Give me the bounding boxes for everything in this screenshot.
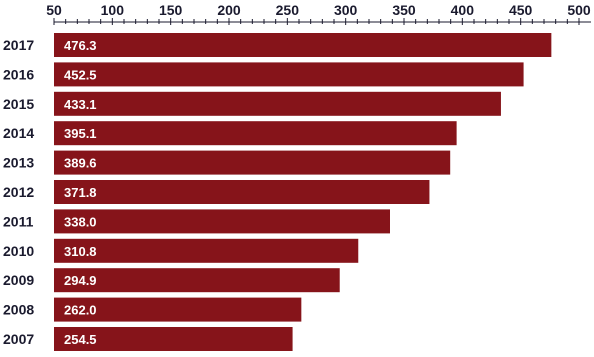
- bar-row: 2010 310.8: [3, 238, 359, 263]
- bar-row: 2007 254.5: [3, 327, 293, 351]
- category-label: 2013: [3, 155, 34, 171]
- bar-row: 2017 476.3: [3, 33, 552, 57]
- category-label: 2007: [3, 331, 34, 347]
- bar-value-label: 310.8: [64, 244, 97, 259]
- x-tick-label: 150: [159, 2, 183, 18]
- x-tick-label: 500: [567, 2, 591, 18]
- bar: [54, 121, 457, 146]
- x-tick-label: 450: [509, 2, 533, 18]
- category-label: 2017: [3, 37, 34, 53]
- x-tick-label: 50: [46, 2, 62, 18]
- bar: [54, 268, 340, 293]
- bar-value-label: 254.5: [64, 332, 97, 347]
- bar: [54, 209, 390, 234]
- bar-row: 2009 294.9: [3, 268, 340, 293]
- x-axis: 50 100 150 200 250 300 350 400 450 500: [46, 2, 591, 25]
- bar-value-label: 389.6: [64, 156, 97, 171]
- bar-row: 2015 433.1: [3, 91, 501, 116]
- x-tick-label: 300: [334, 2, 358, 18]
- x-tick-label: 100: [101, 2, 125, 18]
- bar: [54, 327, 293, 351]
- bar-value-label: 433.1: [64, 97, 97, 112]
- category-label: 2016: [3, 66, 34, 82]
- bar-row: 2011 338.0: [3, 209, 390, 234]
- category-label: 2011: [3, 213, 34, 229]
- bar: [54, 62, 524, 87]
- bar-value-label: 262.0: [64, 303, 97, 318]
- bars: 2017 476.3 2016 452.5 2015 433.1 2014 395.1 2013…: [3, 33, 552, 351]
- x-tick-label: 400: [451, 2, 475, 18]
- bar-value-label: 395.1: [64, 126, 97, 141]
- bar-row: 2012 371.8: [3, 180, 430, 204]
- bar: [54, 238, 359, 263]
- bar-value-label: 476.3: [64, 38, 97, 53]
- bar: [54, 180, 430, 204]
- bar-value-label: 371.8: [64, 185, 97, 200]
- category-label: 2012: [3, 184, 34, 200]
- category-label: 2009: [3, 272, 34, 288]
- bar-row: 2013 389.6: [3, 150, 451, 175]
- category-label: 2014: [3, 125, 34, 141]
- bar-value-label: 294.9: [64, 273, 97, 288]
- category-label: 2010: [3, 243, 34, 259]
- bar-row: 2008 262.0: [3, 297, 302, 322]
- x-tick-label: 350: [392, 2, 416, 18]
- bar-row: 2014 395.1: [3, 121, 457, 146]
- x-tick-label: 200: [217, 2, 241, 18]
- bar: [54, 150, 451, 175]
- bar-value-label: 338.0: [64, 214, 97, 229]
- bar-row: 2016 452.5: [3, 62, 524, 87]
- x-tick-label: 250: [276, 2, 300, 18]
- category-label: 2015: [3, 96, 34, 112]
- bar: [54, 297, 302, 322]
- bar-value-label: 452.5: [64, 67, 97, 82]
- category-label: 2008: [3, 302, 34, 318]
- bar: [54, 91, 501, 116]
- bar: [54, 33, 552, 57]
